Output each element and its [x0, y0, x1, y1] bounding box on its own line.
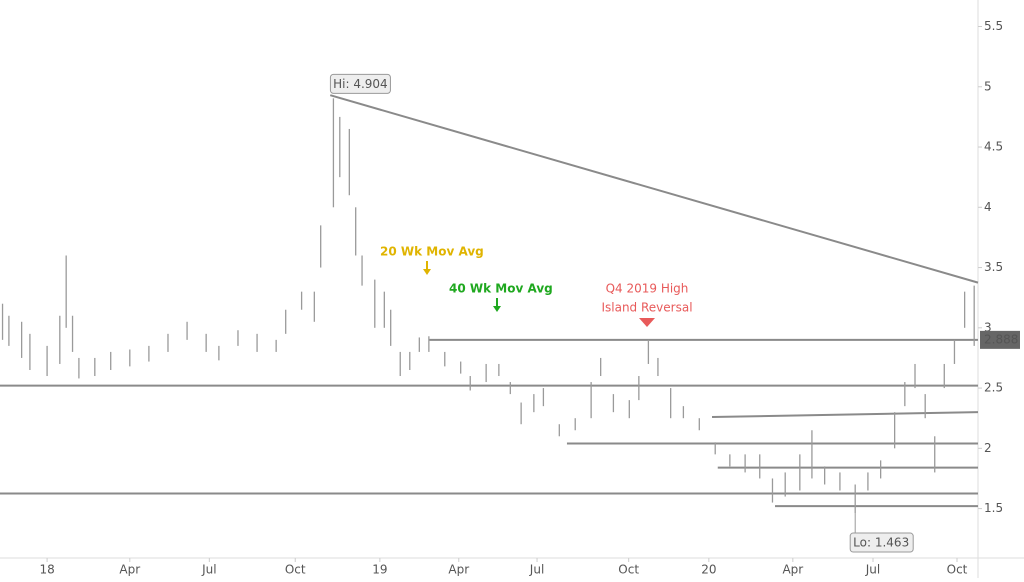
x-tick-label: 19 — [372, 563, 387, 577]
x-tick-label: Oct — [618, 563, 639, 577]
hi-label: Hi: 4.904 — [333, 77, 388, 91]
y-tick-label: 3 — [984, 320, 992, 334]
lo-box — [849, 532, 914, 553]
trendline — [712, 411, 979, 418]
y-tick-label: 4.5 — [984, 140, 1003, 154]
lo-label: Lo: 1.463 — [853, 536, 909, 550]
x-tick-label: Jul — [865, 563, 880, 577]
y-tick-label: 5.5 — [984, 19, 1003, 33]
annotation: 20 Wk Mov Avg — [380, 245, 484, 259]
y-tick-label: 3.5 — [984, 260, 1003, 274]
x-tick-label: 20 — [701, 563, 716, 577]
x-tick-label: Apr — [119, 563, 140, 577]
annotation: Q4 2019 High — [606, 282, 689, 296]
arrow-head — [423, 269, 431, 275]
arrow-head — [493, 306, 501, 312]
annotation: Island Reversal — [601, 301, 692, 315]
y-tick-label: 5 — [984, 79, 992, 93]
x-tick-label: Oct — [947, 563, 968, 577]
y-tick-label: 1.5 — [984, 501, 1003, 515]
y-tick-label: 2 — [984, 441, 992, 455]
x-tick-label: Apr — [782, 563, 803, 577]
x-tick-label: Jul — [201, 563, 216, 577]
y-tick-label: 2.5 — [984, 381, 1003, 395]
last-box — [980, 330, 1020, 349]
annotation: 40 Wk Mov Avg — [449, 282, 553, 296]
x-tick-label: Apr — [448, 563, 469, 577]
x-tick-label: 18 — [39, 563, 54, 577]
hi-box — [329, 73, 391, 94]
y-tick-label: 4 — [984, 200, 992, 214]
trendline — [329, 94, 979, 284]
x-tick-label: Jul — [529, 563, 544, 577]
x-tick-label: Oct — [285, 563, 306, 577]
last-label: 2.888 — [984, 332, 1018, 346]
reversal-marker — [639, 318, 655, 327]
